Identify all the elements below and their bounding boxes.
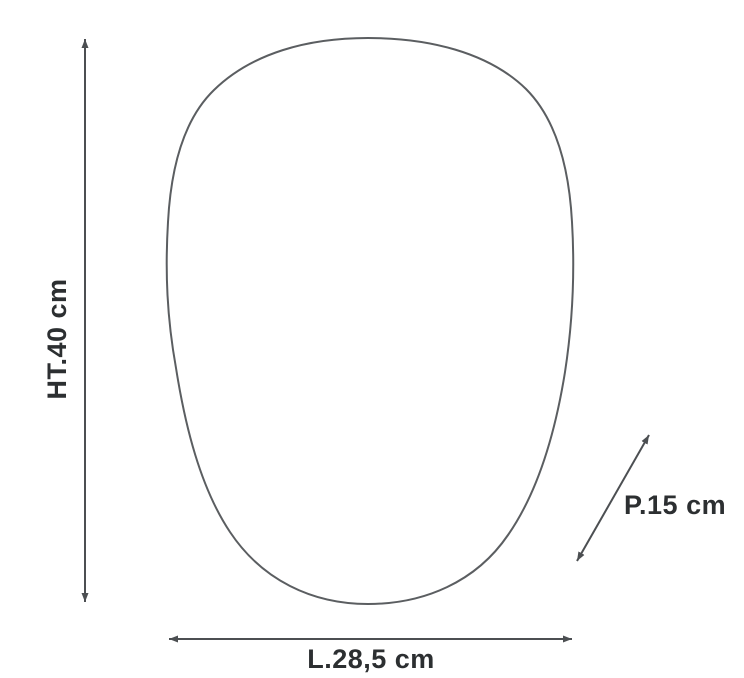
depth-dimension: P.15 cm bbox=[576, 434, 726, 562]
depth-dimension-arrow bbox=[576, 434, 650, 562]
height-dimension: HT.40 cm bbox=[42, 39, 89, 602]
width-dimension-label: L.28,5 cm bbox=[307, 644, 435, 674]
height-dimension-label: HT.40 cm bbox=[42, 278, 72, 399]
width-dimension: L.28,5 cm bbox=[169, 635, 572, 674]
product-outline-shape bbox=[165, 36, 575, 606]
depth-dimension-label: P.15 cm bbox=[624, 490, 726, 520]
